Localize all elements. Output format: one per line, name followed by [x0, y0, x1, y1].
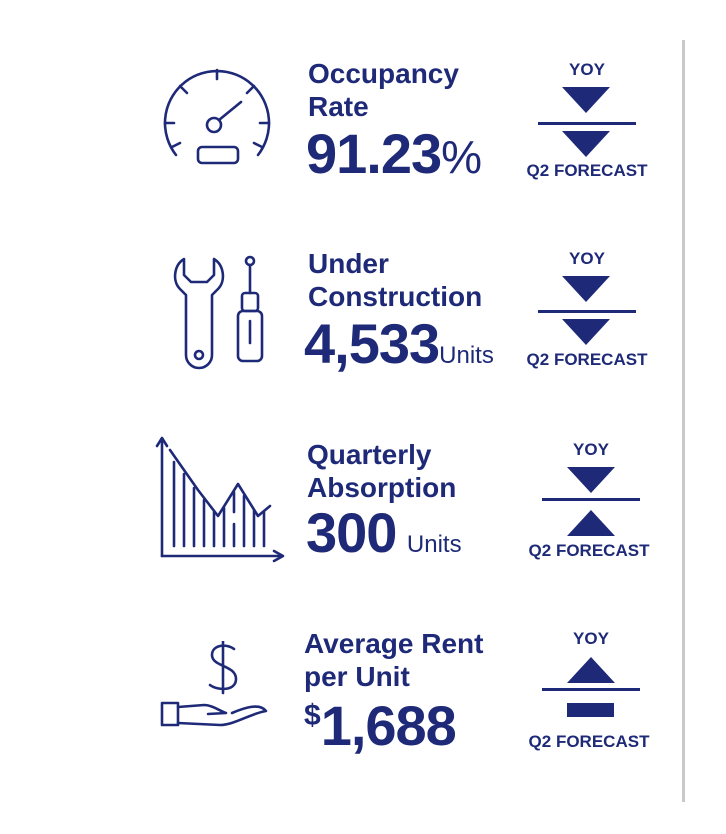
label-line-2: per Unit: [304, 661, 410, 692]
metric-value: 4,533: [304, 312, 440, 375]
metric-value: 91.23: [306, 122, 442, 185]
forecast-down-arrow-icon: [562, 319, 610, 352]
label-line-1: Quarterly: [307, 439, 432, 470]
vertical-divider: [682, 40, 685, 802]
label-line-2: Construction: [308, 281, 483, 312]
metric-average-rent: Average Rent per Unit $1,688 YOY Q2 FORE…: [0, 625, 680, 785]
metric-under-construction: Under Construction 4,533Units YOY Q2 FOR…: [0, 245, 680, 405]
yoy-down-arrow-icon: [562, 87, 610, 120]
metric-value-line: $1,688: [304, 693, 457, 758]
yoy-up-arrow-icon: [567, 656, 615, 689]
forecast-flat-bar-icon: [567, 703, 614, 717]
metric-value-line: 300 Units: [306, 500, 462, 565]
metric-suffix: Units: [439, 342, 494, 369]
metric-suffix: %: [441, 131, 483, 183]
forecast-label: Q2 FORECAST: [528, 541, 650, 560]
metric-occupancy-rate: Occupancy Rate 91.23% YOY Q2 FORECAST: [0, 55, 680, 215]
metric-value: 1,688: [320, 694, 457, 757]
label-line-1: Under: [308, 248, 389, 279]
metric-label: Average Rent per Unit: [304, 627, 483, 693]
label-line-2: Absorption: [307, 472, 457, 503]
yoy-label: YOY: [569, 249, 605, 268]
forecast-label: Q2 FORECAST: [526, 350, 648, 369]
yoy-label: YOY: [573, 440, 609, 459]
label-line-1: Average Rent: [304, 628, 484, 659]
yoy-down-arrow-icon: [562, 276, 610, 309]
separator-line: [542, 498, 640, 501]
metric-value-line: 4,533Units: [304, 311, 494, 376]
yoy-label: YOY: [573, 629, 609, 648]
forecast-up-arrow-icon: [567, 509, 615, 542]
separator-line: [538, 122, 636, 125]
hand-dollar-icon: [160, 641, 278, 745]
metric-label: Quarterly Absorption: [307, 438, 456, 504]
forecast-down-arrow-icon: [562, 131, 610, 164]
tools-icon: [170, 251, 272, 371]
label-line-2: Rate: [308, 91, 369, 122]
speedometer-icon: [158, 63, 276, 175]
yoy-down-arrow-icon: [567, 467, 615, 500]
metric-prefix: $: [304, 699, 321, 732]
metric-value-line: 91.23%: [306, 121, 482, 186]
yoy-label: YOY: [569, 60, 605, 79]
metric-value: 300: [306, 501, 397, 564]
metric-label: Occupancy Rate: [308, 57, 459, 123]
metric-quarterly-absorption: Quarterly Absorption 300 Units YOY Q2 FO…: [0, 434, 680, 594]
declining-chart-icon: [154, 434, 288, 568]
forecast-label: Q2 FORECAST: [528, 732, 650, 751]
label-line-1: Occupancy: [308, 58, 459, 89]
separator-line: [538, 310, 636, 313]
forecast-label: Q2 FORECAST: [526, 161, 648, 180]
metric-label: Under Construction: [308, 247, 482, 313]
separator-line: [542, 688, 640, 691]
metric-suffix: Units: [406, 531, 462, 558]
